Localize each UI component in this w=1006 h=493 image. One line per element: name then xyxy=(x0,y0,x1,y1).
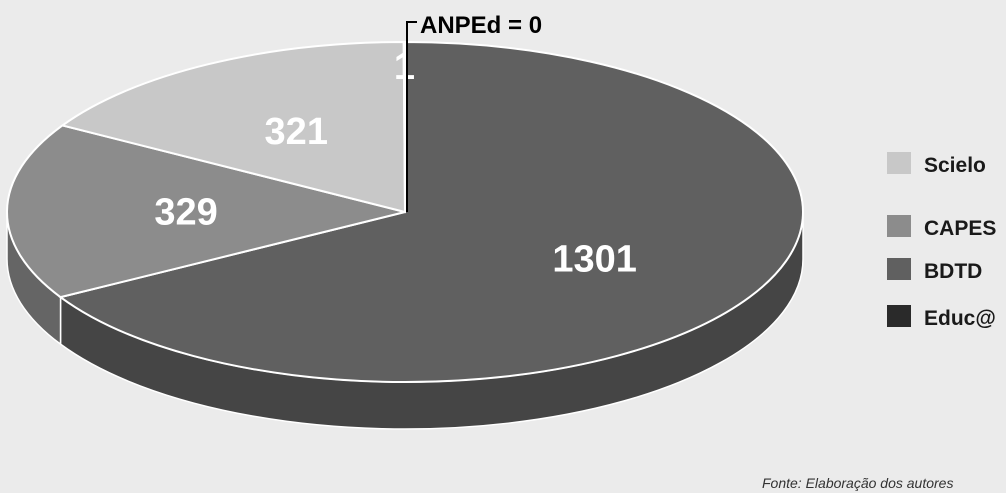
legend-item-educa: Educ@ xyxy=(887,305,996,330)
pie-layer xyxy=(6,40,804,430)
legend: Scielo CAPES BDTD Educ@ xyxy=(887,152,996,330)
legend-label-educa: Educ@ xyxy=(924,307,996,330)
legend-label-bdtd: BDTD xyxy=(924,260,982,283)
legend-swatch-capes xyxy=(887,215,911,237)
legend-label-capes: CAPES xyxy=(924,217,996,240)
legend-item-capes: CAPES xyxy=(887,215,996,240)
legend-label-scielo: Scielo xyxy=(924,154,986,177)
legend-swatch-scielo xyxy=(887,152,911,174)
pie-slice-scielo xyxy=(60,40,407,214)
pie-label-scielo: 321 xyxy=(265,111,328,153)
legend-item-scielo: Scielo xyxy=(887,152,986,177)
pie-label-capes: 329 xyxy=(154,192,217,234)
anped-leader-line xyxy=(406,21,417,212)
legend-swatch-educa xyxy=(887,305,911,327)
pie-slice-educ xyxy=(402,40,406,213)
pie-slice-bdtd xyxy=(58,40,804,383)
legend-item-bdtd: BDTD xyxy=(887,258,982,283)
pie-label-educ: 1 xyxy=(394,46,415,88)
anped-annotation-text: ANPEd = 0 xyxy=(420,12,542,39)
pie-label-bdtd: 1301 xyxy=(552,239,637,281)
labels-layer: 1301 329 321 1 xyxy=(154,46,637,281)
legend-swatch-bdtd xyxy=(887,258,911,280)
pie-slice-capes xyxy=(6,124,406,299)
anped-annotation: ANPEd = 0 xyxy=(406,12,542,212)
source-text: Fonte: Elaboração dos autores xyxy=(762,475,953,491)
